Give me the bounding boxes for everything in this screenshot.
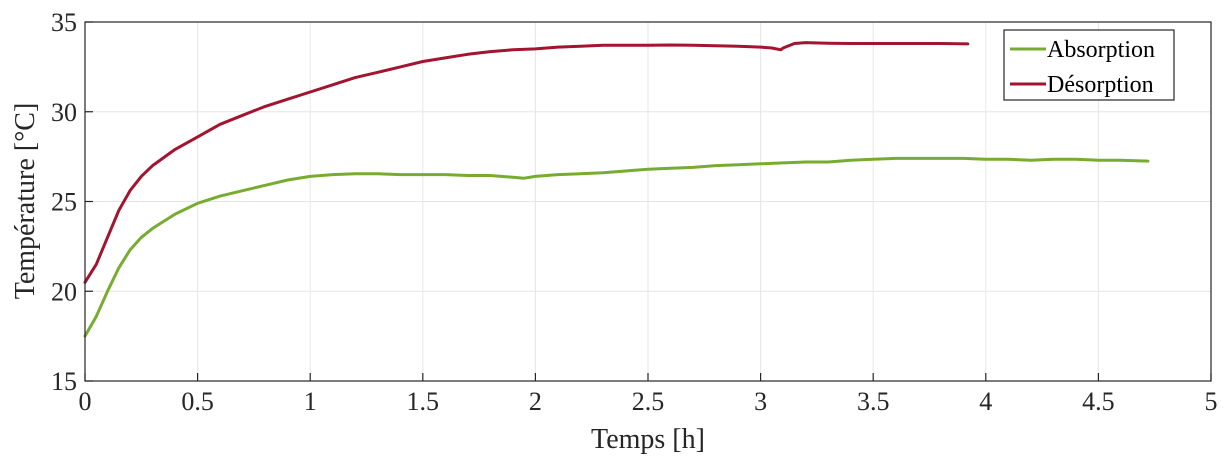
x-tick-label: 2.5	[632, 387, 665, 416]
series-line-desorption	[83, 41, 970, 284]
legend: Absorption Désorption	[1003, 29, 1175, 101]
x-tick-label: 5	[1205, 387, 1218, 416]
legend-box	[1003, 29, 1175, 101]
x-tick-label: 0	[79, 387, 92, 416]
y-axis: 15 20 25 30 35	[51, 8, 93, 396]
x-tick-label: 4	[979, 387, 992, 416]
y-tick-label: 15	[51, 367, 77, 396]
x-tick-label: 3.5	[857, 387, 890, 416]
x-axis: 0 0.5 1 1.5 2 2.5 3 3.5 4 4.5 5	[79, 373, 1218, 416]
x-tick-label: 2	[529, 387, 542, 416]
series-layer	[83, 41, 1150, 338]
x-axis-label: Temps [h]	[591, 424, 705, 455]
x-tick-label: 4.5	[1082, 387, 1115, 416]
y-axis-label: Température [°C]	[10, 103, 41, 300]
y-tick-label: 30	[51, 98, 77, 127]
grid	[85, 22, 1211, 381]
x-tick-label: 1	[304, 387, 317, 416]
x-tick-label: 0.5	[181, 387, 214, 416]
y-tick-label: 20	[51, 277, 77, 306]
y-tick-label: 35	[51, 8, 77, 37]
legend-label-absorption: Absorption	[1047, 37, 1155, 63]
legend-label-desorption: Désorption	[1047, 72, 1154, 98]
series-line-absorption	[83, 156, 1150, 338]
x-tick-label: 1.5	[407, 387, 440, 416]
x-tick-label: 3	[754, 387, 767, 416]
y-tick-label: 25	[51, 188, 77, 217]
